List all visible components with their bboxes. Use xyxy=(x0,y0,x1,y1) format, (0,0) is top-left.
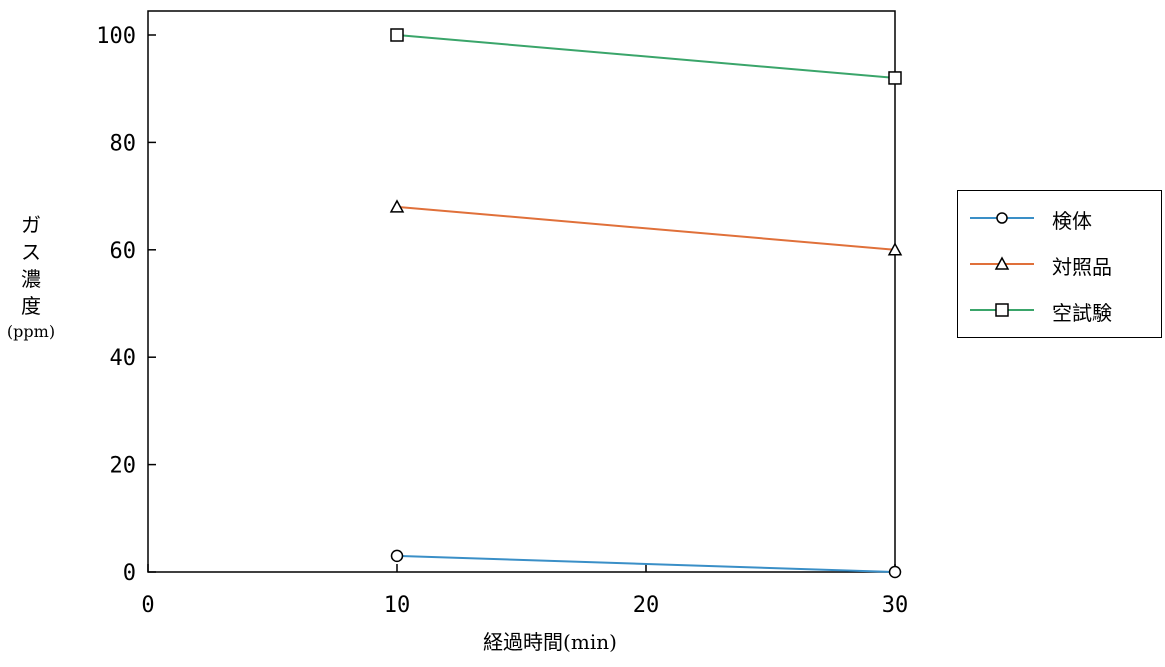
legend-swatch-triangle xyxy=(970,256,1034,270)
data-point-triangle xyxy=(887,242,903,256)
plot-area-frame xyxy=(147,10,896,573)
y-tick-label: 80 xyxy=(110,131,137,156)
y-tick-label: 100 xyxy=(96,24,136,49)
x-tick-label: 10 xyxy=(384,593,411,618)
legend: 検体 対照品 空試験 xyxy=(957,190,1162,338)
series-markers xyxy=(389,28,903,579)
x-tick-label: 0 xyxy=(141,593,154,618)
y-tick-label: 40 xyxy=(110,346,137,371)
y-tick-label: 60 xyxy=(110,239,137,264)
legend-label: 空試験 xyxy=(1052,301,1112,325)
legend-swatch-circle xyxy=(970,212,1034,224)
data-point-triangle xyxy=(389,199,405,213)
y-axis-label-char: ガ xyxy=(21,213,41,237)
y-axis-label-char: 度 xyxy=(21,294,41,318)
legend-label: 対照品 xyxy=(1052,255,1112,279)
legend-swatch-square xyxy=(970,303,1034,317)
y-tick-label: 20 xyxy=(110,454,137,479)
y-tick-label: 0 xyxy=(123,561,136,586)
y-axis-label-unit: (ppm) xyxy=(6,322,56,341)
legend-item-taishohin: 対照品 xyxy=(968,249,1158,279)
legend-item-kentai: 検体 xyxy=(968,203,1158,233)
y-axis-label-char: 濃 xyxy=(21,267,41,291)
series-lines xyxy=(396,34,896,573)
data-point-square xyxy=(888,71,902,85)
x-tick-label: 30 xyxy=(882,593,909,618)
y-axis-label-char: ス xyxy=(21,240,41,264)
legend-label: 検体 xyxy=(1052,209,1092,233)
series-line xyxy=(396,205,896,251)
series-line xyxy=(396,34,896,79)
data-point-square xyxy=(390,28,404,42)
series-line xyxy=(396,554,896,573)
x-axis-ticks: 0 10 20 30 xyxy=(141,564,908,618)
y-axis-label: ガ ス 濃 度 (ppm) xyxy=(0,212,62,344)
data-point-circle xyxy=(390,549,404,563)
x-axis-label: 経過時間(min) xyxy=(483,630,617,654)
data-point-circle xyxy=(888,565,902,579)
y-axis-ticks: 0 20 40 60 80 100 xyxy=(96,24,156,586)
x-tick-label: 20 xyxy=(633,593,660,618)
legend-item-kushiken: 空試験 xyxy=(968,295,1158,325)
